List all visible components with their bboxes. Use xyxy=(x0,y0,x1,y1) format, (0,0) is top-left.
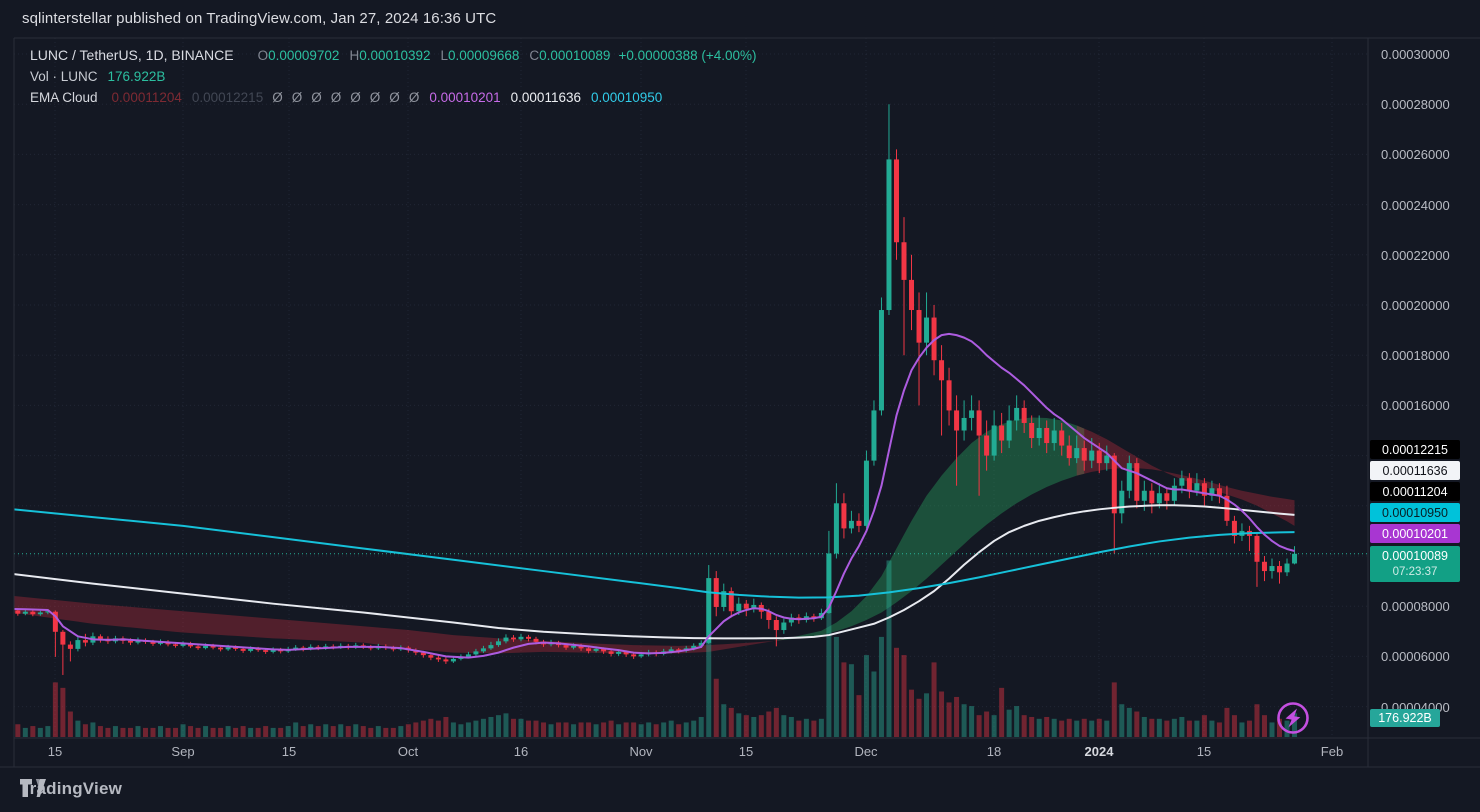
price-label-last-price: 0.00010089 07:23:37 xyxy=(1370,546,1460,582)
time-tick: 15 xyxy=(1196,744,1212,759)
price-label-ema-white: 0.00011636 xyxy=(1370,461,1460,480)
close-value: 0.00010089 xyxy=(539,48,611,63)
time-tick: 15 xyxy=(47,744,63,759)
tradingview-logo-icon xyxy=(20,779,46,797)
volume-study-title[interactable]: Vol · LUNC xyxy=(30,69,98,84)
symbol-title[interactable]: LUNC / TetherUS, 1D, BINANCE xyxy=(30,47,234,63)
ema-cloud-value-2: 0.00012215 xyxy=(191,90,264,105)
ema-cloud-study-title[interactable]: EMA Cloud xyxy=(30,90,98,105)
price-tick: 0.00024000 xyxy=(1381,197,1450,213)
time-tick: 16 xyxy=(513,744,529,759)
tradingview-logo[interactable]: TradingView xyxy=(20,779,122,799)
ema-empty-value: Ø xyxy=(311,90,322,105)
open-value: 0.00009702 xyxy=(268,48,340,63)
time-tick: 15 xyxy=(738,744,754,759)
time-tick: Dec xyxy=(854,744,878,759)
legend-volume-row: Vol · LUNC 176.922B xyxy=(30,66,757,87)
ema-empty-value: Ø xyxy=(272,90,283,105)
open-label: O xyxy=(257,48,269,63)
low-label: L xyxy=(440,48,449,63)
ema-cloud-value-3: 0.00010201 xyxy=(429,90,501,105)
price-tick: 0.00030000 xyxy=(1381,47,1450,62)
price-tick: 0.00026000 xyxy=(1381,147,1450,163)
change-value: +0.00000388 (+4.00%) xyxy=(618,48,757,63)
price-label-ema-purple: 0.00010201 xyxy=(1370,524,1460,543)
time-tick: Feb xyxy=(1320,744,1344,759)
tradingview-logo-text: TradingView xyxy=(20,779,123,798)
price-label-ema-cloud-upper: 0.00012215 xyxy=(1370,440,1460,459)
time-tick: Nov xyxy=(629,744,653,759)
price-tick: 0.00022000 xyxy=(1381,247,1450,263)
ema-empty-value: Ø xyxy=(369,90,381,105)
volume-value: 176.922B xyxy=(107,69,166,84)
volume-axis-label: 176.922B xyxy=(1370,709,1440,727)
price-tick: 0.00016000 xyxy=(1381,398,1450,414)
ema-cloud-value-1: 0.00011204 xyxy=(111,90,182,105)
legend-symbol-row: LUNC / TetherUS, 1D, BINANCE O0.00009702 H… xyxy=(30,45,757,66)
time-tick: 2024 xyxy=(1084,744,1114,759)
close-label: C xyxy=(529,48,540,63)
low-value: 0.00009668 xyxy=(448,48,520,63)
price-label-ema-cloud-lower: 0.00011204 xyxy=(1370,482,1460,501)
ema-empty-value: Ø xyxy=(389,90,400,105)
legend-ema-cloud-row: EMA Cloud 0.00011204 0.00012215 Ø Ø Ø Ø Ø Ø Ø Ø 0.0… xyxy=(30,87,757,108)
countdown-timer: 07:23:37 xyxy=(1392,566,1438,578)
ema-cloud-value-5: 0.00010950 xyxy=(590,90,663,105)
ema-empty-value: Ø xyxy=(350,90,361,105)
time-tick: Oct xyxy=(397,744,419,759)
price-tick: 0.00008000 xyxy=(1381,599,1450,615)
chart-legend: LUNC / TetherUS, 1D, BINANCE O0.00009702 H… xyxy=(30,45,757,108)
high-value: 0.00010392 xyxy=(359,48,431,63)
ema-empty-value: Ø xyxy=(291,90,303,105)
price-label-ema-cyan: 0.00010950 xyxy=(1370,503,1460,522)
published-bar-text: sqlinterstellar published on TradingView… xyxy=(22,10,497,27)
time-tick: 18 xyxy=(986,744,1002,759)
time-tick: Sep xyxy=(171,744,195,759)
lightning-icon xyxy=(1277,702,1309,734)
flash-button[interactable] xyxy=(1271,696,1315,740)
high-label: H xyxy=(349,48,360,63)
ema-empty-value: Ø xyxy=(408,90,420,105)
price-tick: 0.00018000 xyxy=(1381,348,1450,364)
ema-empty-value: Ø xyxy=(330,90,342,105)
ema-cloud-value-4: 0.00011636 xyxy=(510,90,581,105)
time-tick: 15 xyxy=(281,744,297,759)
price-tick: 0.00020000 xyxy=(1381,298,1450,313)
price-tick: 0.00028000 xyxy=(1381,97,1450,113)
price-tick: 0.00006000 xyxy=(1381,649,1450,665)
